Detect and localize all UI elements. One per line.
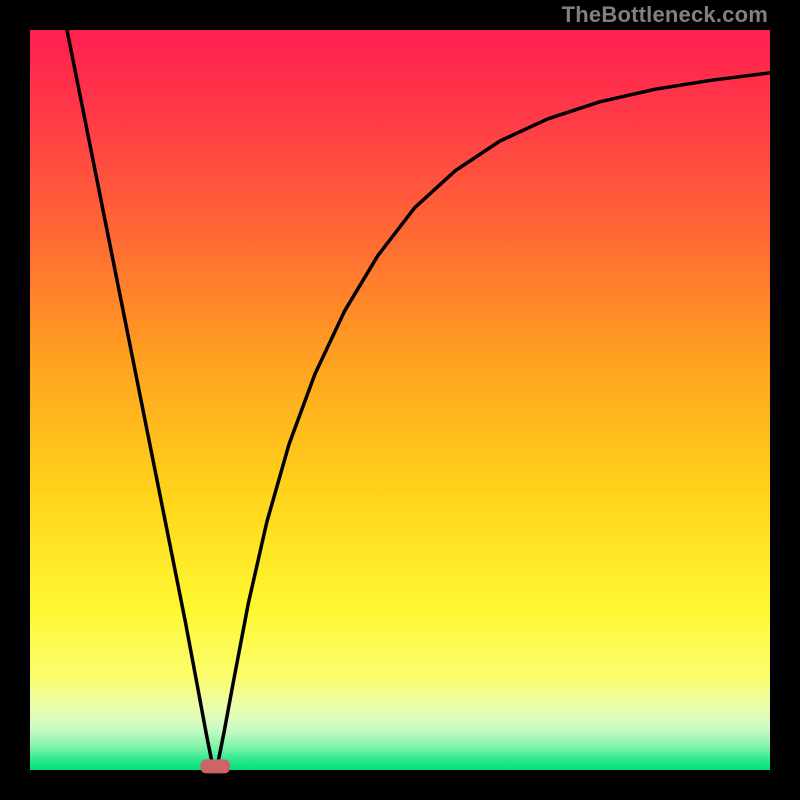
plot-area — [30, 30, 770, 770]
curve-layer — [30, 30, 770, 770]
bottleneck-curve — [67, 30, 770, 770]
watermark-text: TheBottleneck.com — [562, 2, 768, 28]
optimal-point-marker — [200, 760, 230, 773]
chart-frame: TheBottleneck.com — [0, 0, 800, 800]
